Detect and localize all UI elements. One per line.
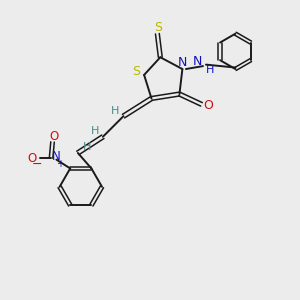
Text: O: O	[203, 99, 213, 112]
Text: S: S	[132, 65, 140, 79]
Text: H: H	[91, 126, 99, 136]
Text: N: N	[178, 56, 187, 69]
Text: N: N	[193, 55, 202, 68]
Text: O: O	[27, 152, 37, 165]
Text: +: +	[56, 159, 64, 169]
Text: S: S	[154, 21, 162, 34]
Text: −: −	[32, 158, 43, 171]
Text: H: H	[82, 142, 91, 152]
Text: N: N	[52, 150, 61, 163]
Text: O: O	[50, 130, 58, 142]
Text: H: H	[206, 65, 214, 75]
Text: H: H	[110, 106, 119, 116]
